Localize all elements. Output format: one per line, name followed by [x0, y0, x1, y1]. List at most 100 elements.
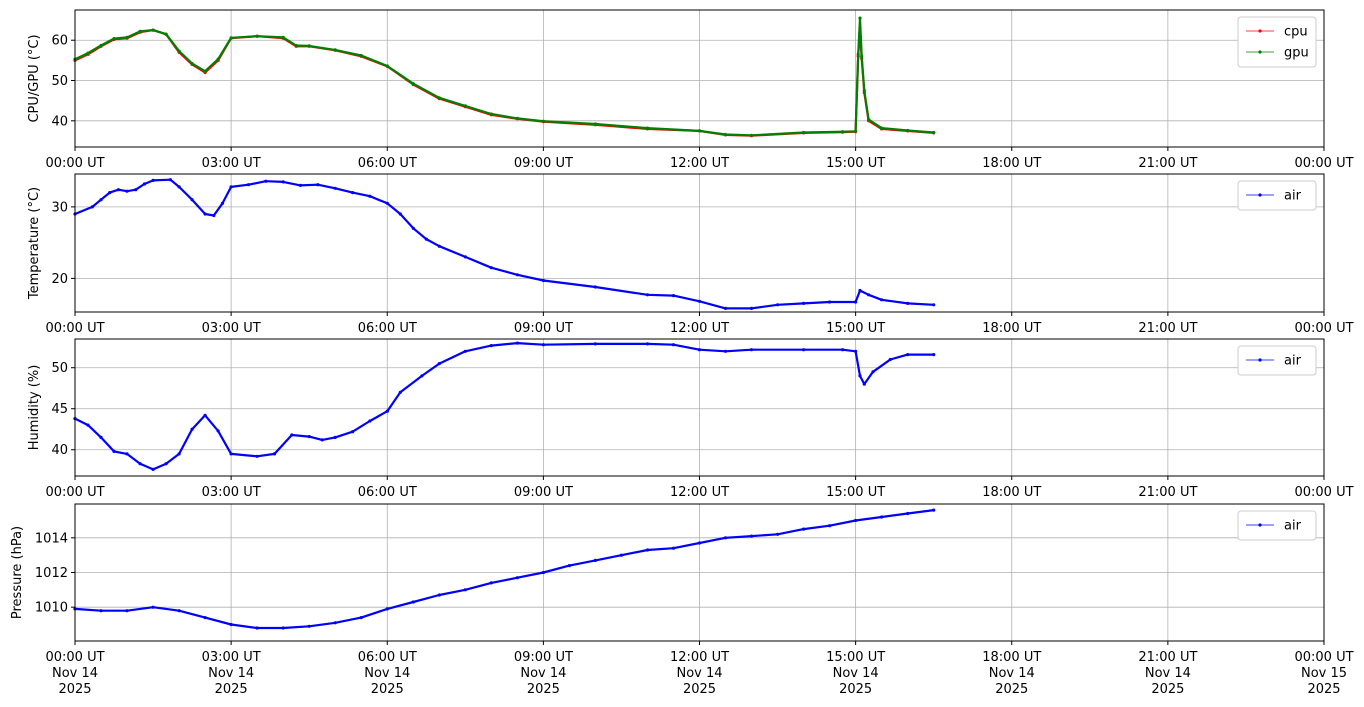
data-point: [645, 342, 650, 346]
data-point: [776, 303, 780, 307]
data-point: [567, 564, 572, 568]
data-point: [212, 213, 216, 218]
data-point: [216, 429, 220, 433]
y-tick-label: 45: [51, 402, 68, 417]
data-point: [359, 616, 363, 620]
data-point: [541, 570, 546, 575]
data-point: [515, 576, 520, 580]
x-tick-label: 09:00 UT: [514, 485, 573, 500]
data-point: [216, 57, 220, 61]
data-point: [867, 118, 871, 122]
data-point: [723, 132, 728, 137]
data-point: [841, 348, 845, 352]
data-point: [142, 182, 146, 186]
grid-lines: [74, 174, 1325, 312]
data-point: [112, 449, 116, 453]
data-point: [99, 43, 103, 48]
data-point: [320, 438, 324, 442]
data-point: [880, 515, 884, 519]
x-tick-label: 21:00 UT: [1138, 156, 1197, 171]
x-tick-label: 03:00 UT: [202, 485, 261, 500]
data-point: [255, 34, 259, 38]
x-tick-label: 18:00 UT: [982, 321, 1041, 336]
data-point: [411, 226, 415, 230]
y-tick-label: 40: [51, 443, 68, 458]
data-point: [489, 266, 493, 270]
data-point: [802, 527, 806, 531]
x-tick-label: 09:00 UT Nov 14 2025: [514, 650, 573, 697]
chart-panel-3: 40 45 50 00:00 UT 03:00 UT 06:00 UT 09:00 UT 12…: [27, 338, 1354, 500]
data-point: [867, 293, 871, 297]
legend-box: [1237, 16, 1317, 68]
x-tick-label: 00:00 UT: [1294, 321, 1353, 336]
data-point: [541, 343, 546, 347]
data-point: [645, 293, 650, 297]
data-point: [489, 581, 493, 585]
data-point: [723, 536, 728, 540]
data-point: [489, 112, 493, 116]
data-point: [862, 89, 866, 93]
data-point: [246, 183, 251, 187]
x-tick-label: 12:00 UT: [670, 156, 729, 171]
data-point: [697, 129, 702, 133]
data-point: [151, 467, 155, 471]
data-point: [697, 348, 702, 352]
data-point: [190, 62, 194, 66]
legend: air: [1237, 180, 1317, 211]
data-point: [906, 301, 910, 305]
data-point: [333, 186, 337, 190]
y-axis-label: Pressure (hPa): [10, 526, 25, 619]
data-point: [333, 48, 337, 52]
data-point: [437, 593, 441, 597]
data-point: [593, 558, 598, 563]
data-point: [99, 435, 103, 439]
y-tick-label: 40: [51, 114, 68, 129]
y-axis-label: CPU/GPU (°C): [27, 34, 42, 122]
x-tick-label: 15:00 UT: [826, 156, 885, 171]
data-point: [164, 32, 168, 36]
data-point: [593, 122, 598, 126]
data-point: [112, 37, 116, 41]
x-tick-label: 06:00 UT: [358, 156, 417, 171]
data-point: [871, 370, 875, 374]
data-point: [255, 626, 259, 630]
data-point: [316, 183, 320, 187]
x-tick-label: 12:00 UT Nov 14 2025: [670, 650, 729, 697]
legend: air: [1237, 345, 1317, 376]
data-point: [671, 294, 676, 298]
data-point: [854, 300, 858, 304]
y-tick-label: 1012: [35, 566, 68, 581]
data-point: [86, 51, 90, 55]
x-tick-label: 09:00 UT: [514, 156, 573, 171]
data-point: [125, 35, 129, 40]
data-point: [932, 353, 936, 357]
x-tick-label: 12:00 UT: [670, 321, 729, 336]
data-point: [203, 413, 207, 417]
data-point: [264, 179, 268, 183]
data-point: [932, 508, 936, 512]
series-line-air: [74, 342, 934, 471]
data-point: [351, 191, 355, 195]
data-point: [190, 427, 194, 431]
data-point: [125, 452, 129, 456]
series-gpu: [73, 16, 936, 137]
data-point: [463, 104, 467, 108]
x-tick-label: 21:00 UT: [1138, 321, 1197, 336]
data-point: [645, 126, 650, 130]
chart-panel-4: 1010 1012 1014 00:00 UT Nov 14 2025 03:00 UT No…: [10, 503, 1354, 697]
legend-label-air: air: [1284, 354, 1302, 369]
data-point: [86, 423, 90, 427]
data-point: [671, 343, 676, 347]
x-tick-label: 18:00 UT Nov 14 2025: [982, 650, 1041, 697]
data-point: [880, 126, 884, 130]
data-point: [828, 300, 832, 304]
data-point: [307, 44, 311, 48]
x-tick-label: 00:00 UT: [45, 321, 104, 336]
data-point: [359, 53, 363, 58]
y-axis-label: Temperature (°C): [27, 187, 42, 300]
legend-marker-air: [1258, 523, 1262, 527]
data-point: [333, 621, 337, 625]
data-point: [463, 255, 467, 259]
data-point: [593, 285, 598, 289]
data-point: [860, 54, 864, 58]
